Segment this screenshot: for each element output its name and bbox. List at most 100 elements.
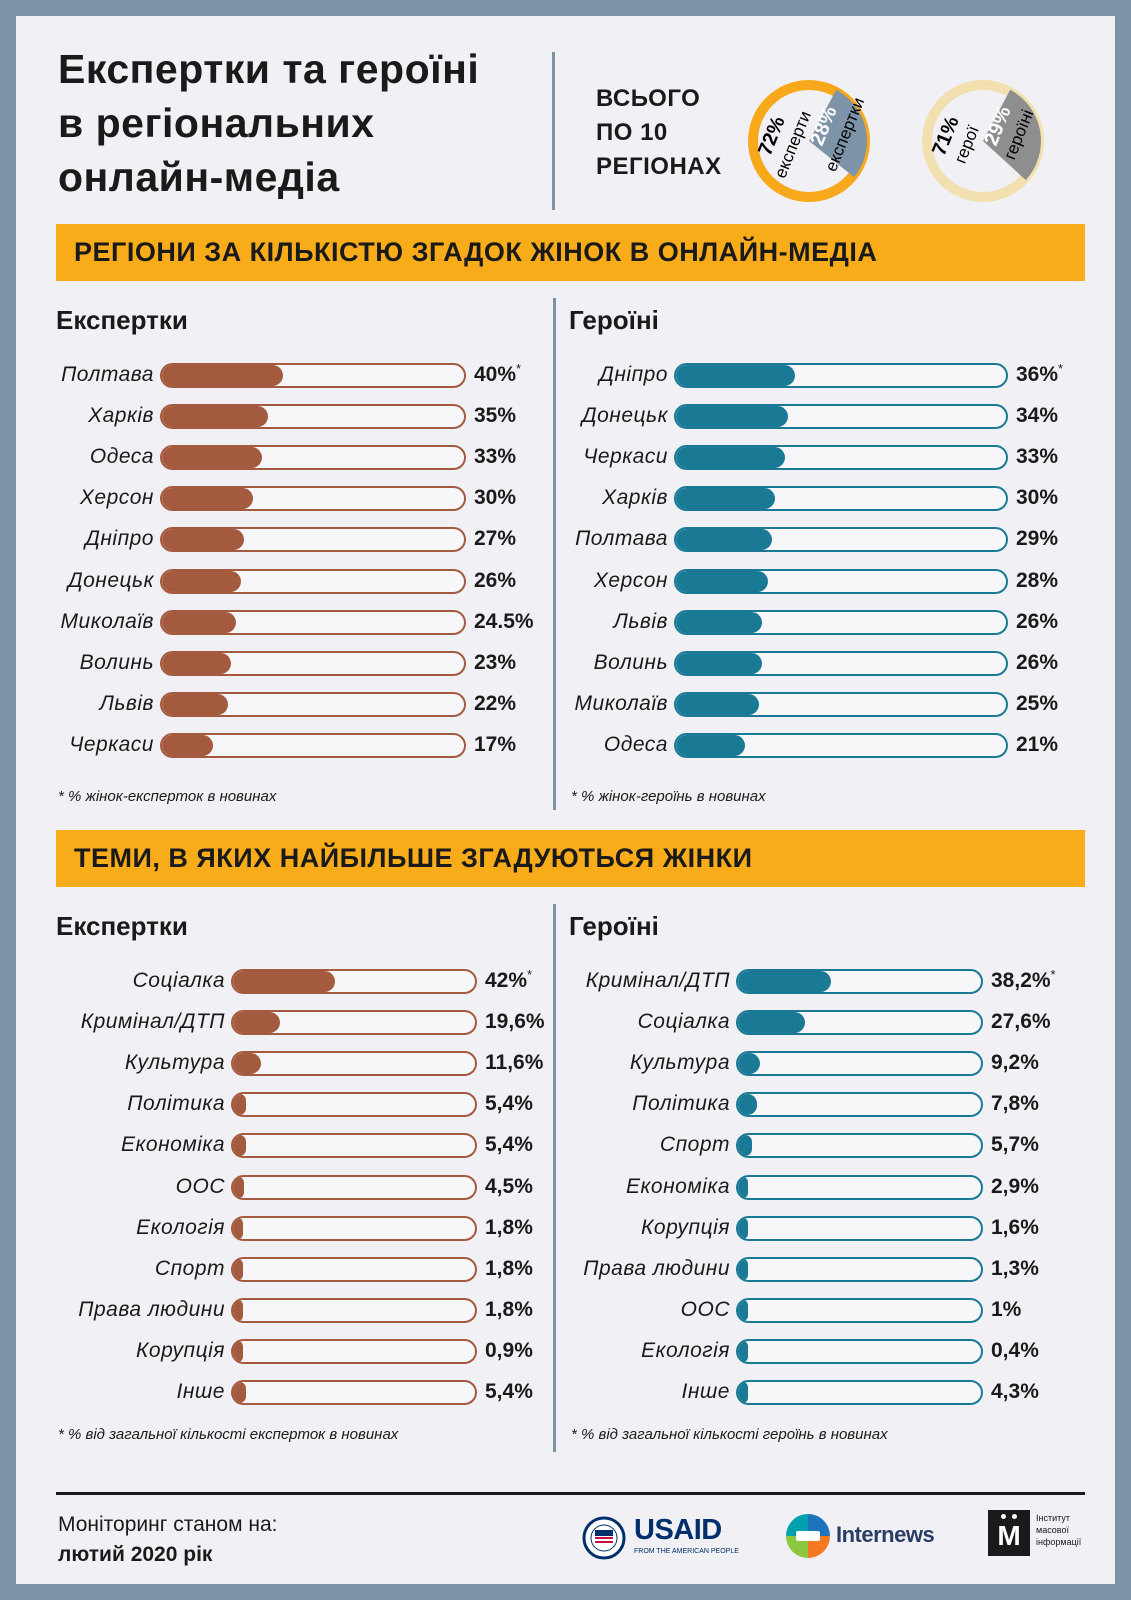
bar-value-label: 33%	[474, 445, 517, 469]
bar-value-label: 33%	[1016, 445, 1059, 469]
bar-track	[736, 1092, 983, 1118]
bar-row: ООС 1%	[681, 1292, 1021, 1333]
usaid-wordmark: USAID	[634, 1514, 722, 1546]
bar-fill	[233, 1053, 262, 1075]
bar-track	[160, 527, 466, 553]
internews-wordmark: Internews	[836, 1522, 935, 1547]
bar-track	[674, 404, 1008, 430]
internews-logo: Internews	[784, 1512, 944, 1562]
bar-track	[160, 609, 466, 635]
bar-row: Черкаси 33%	[583, 439, 1058, 480]
bar-category-label: Соціалка	[637, 1010, 730, 1034]
bar-category-label: Волинь	[593, 650, 668, 674]
bar-track	[231, 969, 477, 994]
bar-track	[674, 568, 1008, 594]
bar-row: Харків 30%	[602, 480, 1058, 521]
bar-track	[231, 1215, 477, 1241]
bar-value-label: 19,6%	[485, 1010, 545, 1034]
bar-category-label: Дніпро	[85, 527, 154, 551]
bar-category-label: Права людини	[78, 1297, 225, 1321]
bar-track	[736, 1133, 983, 1159]
bar-fill	[676, 365, 795, 386]
bar-fill	[738, 1258, 748, 1280]
bar-fill	[233, 971, 335, 992]
bar-track	[736, 1051, 983, 1077]
bar-category-label: Кримінал/ДТП	[585, 969, 730, 992]
bar-track	[674, 650, 1008, 676]
bar-category-label: Екологія	[641, 1338, 730, 1362]
infographic: Експертки та героїні в регіональних онла…	[16, 16, 1115, 1584]
bar-track	[160, 568, 466, 594]
bar-row: Львів 26%	[613, 604, 1058, 645]
bar-value-label: 7,8%	[991, 1092, 1039, 1116]
bar-track	[674, 363, 1008, 388]
bar-value-label: 5,4%	[485, 1380, 533, 1403]
bar-category-label: Спорт	[154, 1256, 225, 1280]
bar-category-label: Соціалка	[132, 969, 225, 992]
bar-row: Політика 5,4%	[127, 1086, 533, 1127]
bar-fill	[676, 693, 759, 715]
bar-category-label: Одеса	[89, 445, 154, 469]
bar-track	[736, 1297, 983, 1323]
usaid-tagline: FROM THE AMERICAN PEOPLE	[634, 1548, 739, 1555]
bar-fill	[676, 734, 746, 756]
bar-fill	[162, 406, 268, 428]
bar-track	[231, 1010, 477, 1036]
bar-row: Корупція 1,6%	[641, 1210, 1039, 1251]
total-label: ВСЬОГО ПО 10 РЕГІОНАХ	[596, 85, 722, 180]
bar-fill	[233, 1258, 243, 1280]
bar-category-label: Херсон	[79, 486, 154, 510]
bar-category-label: Культура	[629, 1051, 730, 1075]
bar-row: Права людини 1,8%	[78, 1292, 533, 1333]
bar-category-label: Кримінал/ДТП	[80, 1010, 225, 1034]
bar-track	[736, 1338, 983, 1364]
bar-category-label: Херсон	[593, 568, 668, 592]
bar-value-label: 42%*	[485, 967, 533, 992]
bar-row: Миколаїв 25%	[575, 686, 1058, 727]
regions-experts-heading: Експертки	[56, 305, 188, 335]
bar-fill	[676, 488, 775, 510]
bar-value-label: 26%	[1016, 650, 1059, 674]
bar-value-label: 1,8%	[485, 1297, 533, 1321]
bar-category-label: Культура	[124, 1051, 225, 1075]
bar-row: Дніпро 36%*	[599, 357, 1063, 398]
bar-row: Інше 5,4%	[176, 1374, 533, 1415]
bar-value-label: 29%	[1016, 527, 1059, 551]
experts-donut-slice	[809, 89, 867, 178]
bar-value-label: 36%*	[1016, 361, 1064, 386]
bar-value-label: 1,3%	[991, 1256, 1039, 1280]
bar-category-label: Екологія	[136, 1215, 225, 1239]
bar-row: Львів 22%	[99, 686, 516, 727]
bar-value-label: 9,2%	[991, 1051, 1039, 1075]
bar-value-label: 17%	[474, 732, 517, 756]
bar-track	[160, 486, 466, 512]
bar-value-label: 1,8%	[485, 1256, 533, 1280]
bar-category-label: Інше	[176, 1380, 225, 1403]
bar-fill	[162, 611, 236, 633]
bar-track	[231, 1051, 477, 1077]
bar-value-label: 5,7%	[991, 1133, 1039, 1157]
bar-category-label: Донецьк	[67, 568, 154, 592]
bar-row: Одеса 21%	[604, 727, 1058, 768]
bar-track	[674, 527, 1008, 553]
bar-track	[736, 1256, 983, 1282]
bar-fill	[162, 570, 241, 592]
bar-row: Херсон 30%	[80, 480, 516, 521]
bar-category-label: Економіка	[626, 1174, 730, 1198]
bar-row: Херсон 28%	[594, 563, 1058, 604]
bar-category-label: Економіка	[121, 1133, 225, 1157]
bar-fill	[738, 1176, 748, 1198]
bar-fill	[738, 971, 831, 992]
usaid-seal-icon	[582, 1516, 626, 1560]
bar-row: ООС 4,5%	[176, 1169, 533, 1210]
bar-row: Полтава 29%	[575, 521, 1058, 562]
imi-logo: М Інститут масової інформації	[988, 1510, 1088, 1558]
internews-mark-icon	[786, 1514, 830, 1558]
bar-category-label: Харків	[602, 486, 668, 510]
bar-value-label: 27,6%	[991, 1010, 1051, 1034]
bar-category-label: Черкаси	[583, 445, 668, 469]
bar-fill	[738, 1299, 748, 1321]
bar-fill	[738, 1340, 748, 1362]
bar-row: Черкаси 17%	[69, 727, 516, 768]
bar-fill	[162, 529, 244, 551]
